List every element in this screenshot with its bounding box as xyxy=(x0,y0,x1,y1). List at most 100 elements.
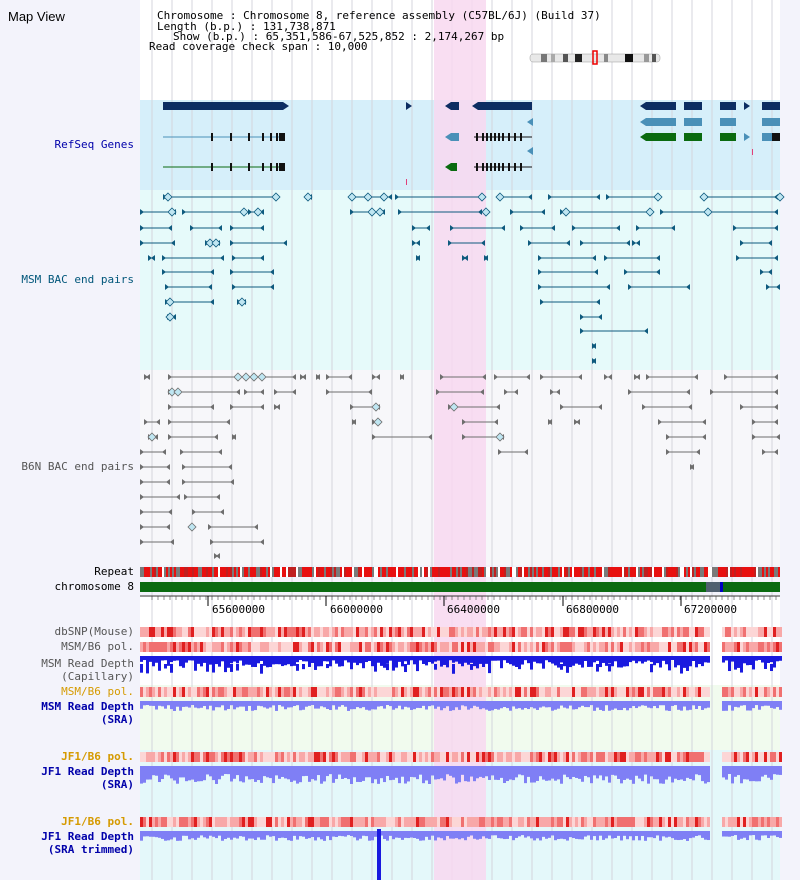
track-label-jf1-b6-pol-1[interactable]: JF1/B6 pol. xyxy=(61,750,134,763)
track-label-msm-depth-sra[interactable]: MSM Read Depth xyxy=(41,700,134,713)
polymorphism-cell xyxy=(737,752,740,762)
track-label-msm-b6-pol-2[interactable]: MSM/B6 pol. xyxy=(61,685,134,698)
polymorphism-cell xyxy=(404,687,407,697)
read-depth-bar xyxy=(503,766,506,784)
polymorphism-cell xyxy=(722,817,725,827)
track-label-b6n-bac[interactable]: B6N BAC end pairs xyxy=(21,460,134,473)
polymorphism-cell xyxy=(500,627,503,637)
bac-diamond xyxy=(249,372,259,382)
polymorphism-cell xyxy=(203,687,206,697)
polymorphism-cell xyxy=(335,752,338,762)
bac-end xyxy=(644,328,648,334)
bac-end xyxy=(481,240,485,246)
polymorphism-cell xyxy=(647,817,650,827)
polymorphism-cell xyxy=(566,817,569,827)
polymorphism-cell xyxy=(314,817,317,827)
read-depth-bar xyxy=(695,656,698,668)
polymorphism-cell xyxy=(302,817,305,827)
track-label-repeat[interactable]: Repeat xyxy=(94,565,134,578)
read-depth-bar xyxy=(470,766,473,777)
polymorphism-cell xyxy=(479,687,482,697)
polymorphism-cell xyxy=(371,752,374,762)
polymorphism-cell xyxy=(266,752,269,762)
bac-end xyxy=(498,449,502,455)
polymorphism-cell xyxy=(482,687,485,697)
track-label-msm-bac[interactable]: MSM BAC end pairs xyxy=(21,273,134,286)
read-depth-bar xyxy=(404,766,407,784)
polymorphism-cell xyxy=(458,627,461,637)
read-depth-bar xyxy=(668,701,671,711)
polymorphism-cell xyxy=(467,627,470,637)
polymorphism-cell xyxy=(149,687,152,697)
bac-diamond xyxy=(253,207,263,217)
polymorphism-cell xyxy=(272,627,275,637)
read-depth-bar xyxy=(416,664,419,672)
polymorphism-cell xyxy=(554,687,557,697)
read-depth-bar xyxy=(284,831,287,839)
read-depth-bar xyxy=(401,701,404,710)
repeat-segment xyxy=(628,567,630,577)
read-depth-bar xyxy=(242,766,245,783)
polymorphism-cell xyxy=(482,642,485,652)
read-depth-bar xyxy=(497,656,500,661)
polymorphism-cell xyxy=(704,687,707,697)
polymorphism-cell xyxy=(515,642,518,652)
gene-exon xyxy=(720,118,736,126)
polymorphism-cell xyxy=(752,817,755,827)
read-depth-bar xyxy=(566,664,569,673)
read-depth-bar xyxy=(269,766,272,779)
bac-end xyxy=(768,269,772,275)
repeat-segment xyxy=(188,567,190,577)
read-depth-bar xyxy=(557,701,560,709)
read-depth-bar xyxy=(488,766,491,780)
polymorphism-cell xyxy=(680,817,683,827)
polymorphism-cell xyxy=(212,817,215,827)
axis-tick-label: 66000000 xyxy=(330,603,383,616)
bac-end xyxy=(450,225,454,231)
bac-end xyxy=(440,374,444,380)
read-depth-bar xyxy=(533,701,536,709)
polymorphism-cell xyxy=(254,642,257,652)
read-depth-bar xyxy=(395,831,398,838)
track-label-dbsnp[interactable]: dbSNP(Mouse) xyxy=(54,625,134,638)
polymorphism-cell xyxy=(644,817,647,827)
bac-end xyxy=(774,419,778,425)
read-depth-bar xyxy=(443,656,446,665)
read-depth-bar xyxy=(518,701,521,709)
read-depth-bar xyxy=(275,831,278,841)
bac-end xyxy=(724,374,728,380)
track-label-msm-b6-pol-1[interactable]: MSM/B6 pol. xyxy=(61,640,134,653)
polymorphism-cell xyxy=(407,642,410,652)
read-depth-bar xyxy=(386,701,389,706)
repeat-segment xyxy=(312,567,314,577)
track-label-jf1-depth-trimmed[interactable]: JF1 Read Depth xyxy=(41,830,134,843)
polymorphism-cell xyxy=(308,627,311,637)
track-label-jf1-b6-pol-2[interactable]: JF1/B6 pol. xyxy=(61,815,134,828)
read-depth-bar xyxy=(230,664,233,672)
read-depth-bar xyxy=(263,831,266,840)
track-label-chromosome[interactable]: chromosome 8 xyxy=(54,580,134,593)
read-depth-bar xyxy=(743,701,746,706)
polymorphism-cell xyxy=(161,627,164,637)
track-label-jf1-depth-sra[interactable]: JF1 Read Depth xyxy=(41,765,134,778)
polymorphism-cell xyxy=(464,687,467,697)
polymorphism-cell xyxy=(485,627,488,637)
read-depth-bar xyxy=(779,831,782,838)
polymorphism-cell xyxy=(437,752,440,762)
read-depth-bar xyxy=(164,701,167,709)
repeat-segment xyxy=(272,567,274,577)
polymorphism-cell xyxy=(320,687,323,697)
polymorphism-cell xyxy=(632,627,635,637)
bac-end xyxy=(774,389,778,395)
polymorphism-cell xyxy=(512,642,515,652)
track-label-msm-depth-capillary[interactable]: MSM Read Depth xyxy=(41,657,134,670)
bac-end xyxy=(510,209,514,215)
repeat-segment xyxy=(252,567,254,577)
polymorphism-cell xyxy=(374,817,377,827)
polymorphism-cell xyxy=(479,752,482,762)
repeat-segment xyxy=(656,567,658,577)
track-label-refseq[interactable]: RefSeq Genes xyxy=(54,138,134,151)
repeat-segment xyxy=(626,567,628,577)
polymorphism-cell xyxy=(152,817,155,827)
